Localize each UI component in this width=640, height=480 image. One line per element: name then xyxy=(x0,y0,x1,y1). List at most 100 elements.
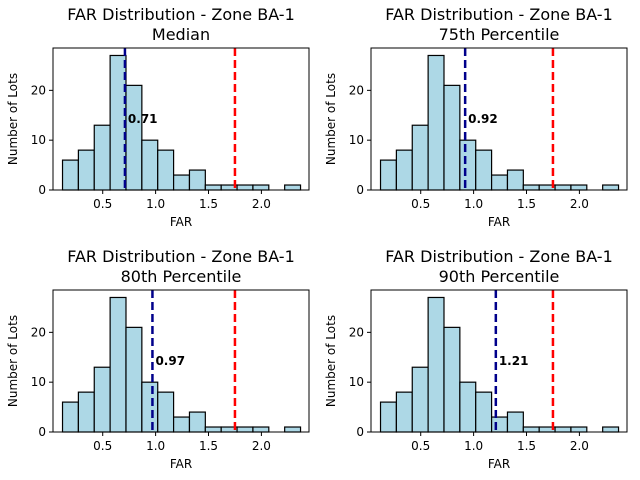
y-axis-label: Number of Lots xyxy=(6,73,20,165)
histogram-bar xyxy=(411,124,429,191)
y-tick-label: 0 xyxy=(38,425,46,439)
chart-subtitle: 75th Percentile xyxy=(439,25,560,44)
x-tick-label: 1.5 xyxy=(517,439,536,453)
histogram-bar xyxy=(506,169,524,191)
histogram-bar xyxy=(570,184,588,191)
y-tick-label: 20 xyxy=(31,83,46,97)
x-axis-label: FAR xyxy=(170,215,192,229)
histogram-bar xyxy=(125,84,143,191)
histogram-bar xyxy=(252,184,270,191)
histogram-bar xyxy=(490,416,509,433)
y-axis-label: Number of Lots xyxy=(324,315,338,407)
percentile-annotation: 1.21 xyxy=(499,354,529,368)
histogram-bar xyxy=(77,391,95,433)
histogram-bar xyxy=(490,174,509,191)
chart-title: FAR Distribution - Zone BA-1 xyxy=(385,5,613,24)
histogram-bar xyxy=(459,381,477,433)
histogram-bar xyxy=(554,426,572,433)
chart-panel-3: 0.97 0.5 1.0 1.5 2.0 0 10 20 FAR Number of Lots FA… xyxy=(6,247,310,471)
histogram-bar xyxy=(475,391,493,433)
histogram-bar xyxy=(188,169,206,191)
x-tick-label: 1.0 xyxy=(146,197,165,211)
y-tick-label: 0 xyxy=(356,425,364,439)
histogram-bar xyxy=(141,381,159,433)
histogram-bar xyxy=(172,416,191,433)
histogram-bar xyxy=(61,401,79,433)
chart-subtitle: Median xyxy=(152,25,210,44)
y-tick-label: 20 xyxy=(31,325,46,339)
histogram-bar xyxy=(93,124,111,191)
histogram-bar xyxy=(602,426,620,433)
histogram-bar xyxy=(236,184,254,191)
histogram-bar xyxy=(554,184,572,191)
histogram-bar xyxy=(204,426,222,433)
histogram-bar xyxy=(77,149,95,191)
chart-panel-4: 1.21 0.5 1.0 1.5 2.0 0 10 20 FAR Number of Lots FA… xyxy=(324,247,628,471)
histogram-bar xyxy=(427,54,445,191)
percentile-annotation: 0.92 xyxy=(468,112,498,126)
histogram-bar xyxy=(522,426,540,433)
x-tick-label: 2.0 xyxy=(252,439,271,453)
histogram-bar xyxy=(188,411,206,433)
x-tick-label: 2.0 xyxy=(570,439,589,453)
y-tick-label: 20 xyxy=(349,83,364,97)
histogram-bar xyxy=(602,184,620,191)
chart-subtitle: 90th Percentile xyxy=(439,267,560,286)
histogram-bar xyxy=(109,296,127,433)
axes-frame xyxy=(370,47,628,191)
x-tick-label: 1.5 xyxy=(517,197,536,211)
axes-frame xyxy=(370,289,628,433)
histogram-bar xyxy=(61,159,79,191)
histogram-bar xyxy=(125,326,143,433)
y-tick-label: 10 xyxy=(31,133,46,147)
histogram-bar xyxy=(157,149,175,191)
percentile-annotation: 0.71 xyxy=(128,112,158,126)
x-tick-label: 1.5 xyxy=(199,439,218,453)
x-tick-label: 2.0 xyxy=(570,197,589,211)
histogram-bar xyxy=(379,159,397,191)
axes-frame xyxy=(52,289,310,433)
y-tick-label: 0 xyxy=(38,183,46,197)
histogram-bar xyxy=(395,391,413,433)
histogram-bar xyxy=(109,54,127,191)
x-tick-label: 0.5 xyxy=(93,197,112,211)
histogram-bar xyxy=(522,184,540,191)
histogram-bar xyxy=(459,139,477,191)
x-axis-label: FAR xyxy=(488,457,510,471)
histogram-bar xyxy=(204,184,222,191)
x-tick-label: 2.0 xyxy=(252,197,271,211)
histogram-bar xyxy=(395,149,413,191)
chart-subtitle: 80th Percentile xyxy=(121,267,242,286)
chart-title: FAR Distribution - Zone BA-1 xyxy=(67,247,295,266)
axes-frame xyxy=(52,47,310,191)
x-tick-label: 0.5 xyxy=(411,439,430,453)
histogram-bar xyxy=(379,401,397,433)
y-tick-label: 0 xyxy=(356,183,364,197)
x-tick-label: 1.5 xyxy=(199,197,218,211)
histogram-bar xyxy=(475,149,493,191)
x-axis-label: FAR xyxy=(170,457,192,471)
histogram-bar xyxy=(427,296,445,433)
histogram-bar xyxy=(506,411,524,433)
histogram-bar xyxy=(93,366,111,433)
histogram-bar xyxy=(570,426,588,433)
x-tick-label: 1.0 xyxy=(464,197,483,211)
chart-title: FAR Distribution - Zone BA-1 xyxy=(385,247,613,266)
y-axis-label: Number of Lots xyxy=(324,73,338,165)
histogram-bar xyxy=(172,174,191,191)
y-axis-label: Number of Lots xyxy=(6,315,20,407)
histogram-bar xyxy=(443,326,461,433)
y-tick-label: 10 xyxy=(349,375,364,389)
chart-panel-2: 0.92 0.5 1.0 1.5 2.0 0 10 20 FAR Number of Lots FA… xyxy=(324,5,628,229)
histogram-bar xyxy=(284,426,302,433)
histogram-bar xyxy=(236,426,254,433)
histogram-bar xyxy=(252,426,270,433)
histogram-bar xyxy=(157,391,175,433)
percentile-annotation: 0.97 xyxy=(155,354,185,368)
x-tick-label: 1.0 xyxy=(464,439,483,453)
histogram-bar xyxy=(284,184,302,191)
y-tick-label: 10 xyxy=(349,133,364,147)
histogram-bar xyxy=(411,366,429,433)
y-tick-label: 10 xyxy=(31,375,46,389)
